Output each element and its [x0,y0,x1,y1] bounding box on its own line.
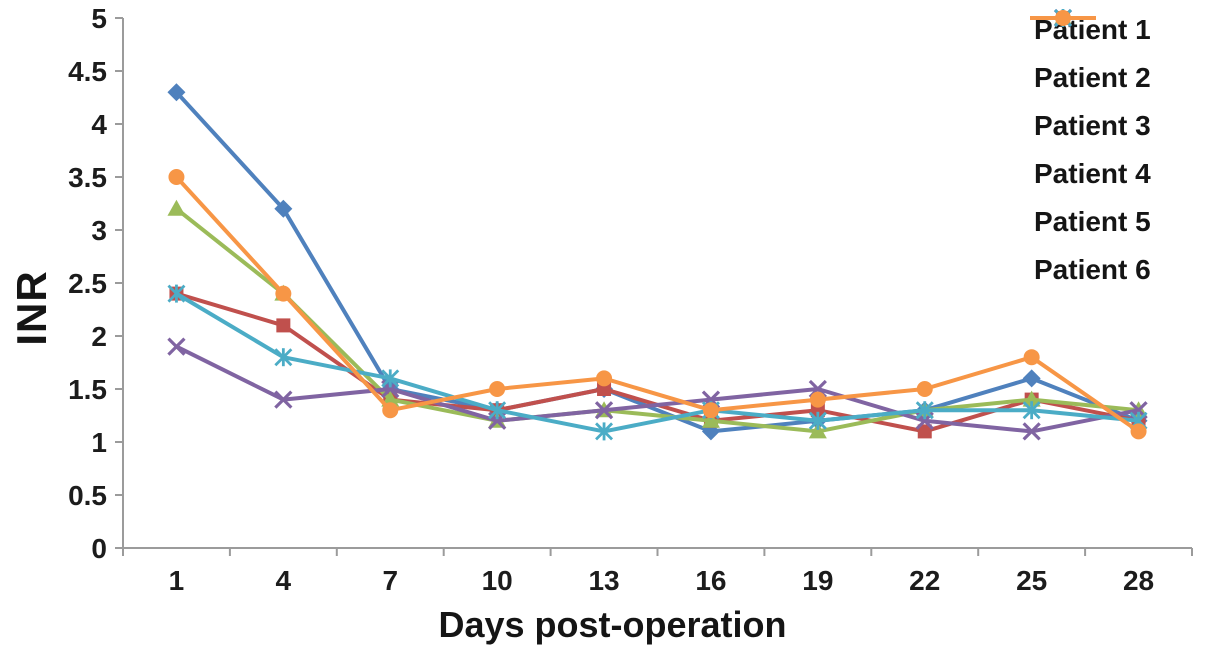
series-line [174,206,1141,434]
data-point-marker [274,390,293,409]
data-point-marker [809,391,826,408]
data-point-marker [1022,401,1041,420]
x-tick-label: 22 [909,565,940,596]
legend-label: Patient 4 [1034,158,1151,189]
data-point-marker [1022,390,1041,407]
legend-item-patient-4: Patient 4 [1028,8,1151,198]
data-point-marker [1130,423,1147,440]
legend-item-patient-2: Patient 2 [1028,11,1151,102]
data-point-marker [275,285,292,302]
data-point-marker [808,422,827,439]
data-point-marker [1022,422,1041,441]
x-axis-title: Days post-operation [438,604,787,645]
y-tick-label: 1.5 [68,374,107,405]
data-point-marker [489,381,506,397]
x-tick-label: 1 [169,565,185,596]
data-point-marker [595,422,614,441]
data-point-marker [1022,369,1041,388]
data-point-marker [1023,349,1040,366]
data-point-marker [274,348,293,367]
legend-label: Patient 2 [1034,62,1151,93]
legend-label: Patient 3 [1034,110,1151,141]
series-line [174,344,1141,434]
x-tick-label: 13 [588,565,619,596]
y-tick-label: 4.5 [68,56,107,87]
legend-label: Patient 6 [1034,254,1151,285]
y-tick-label: 0.5 [68,480,107,511]
series-line [174,175,1141,434]
data-point-marker [488,401,507,420]
y-tick-label: 3.5 [68,162,107,193]
series-patient-1 [167,83,1148,441]
data-point-marker [808,411,827,430]
y-tick-label: 1 [91,427,107,458]
data-point-marker [701,411,720,428]
data-point-marker [167,83,186,102]
legend-item-patient-5: Patient 5 [1028,9,1151,246]
y-tick-label: 2 [91,321,107,352]
data-point-marker [382,402,399,419]
data-point-marker [702,402,719,419]
data-point-marker [167,337,186,356]
x-tick-label: 19 [802,565,833,596]
y-axis-title: INR [8,270,55,346]
data-point-marker [916,381,933,397]
legend-label: Patient 5 [1034,206,1151,237]
x-tick-label: 4 [276,565,292,596]
x-tick-label: 28 [1123,565,1154,596]
legend-item-patient-6: Patient 6 [1028,10,1151,294]
circle-marker-icon [1055,10,1071,26]
data-point-marker [276,318,291,333]
data-point-marker [167,284,186,303]
legend-item-patient-3: Patient 3 [1028,9,1151,150]
x-tick-label: 25 [1016,565,1047,596]
x-tick-label: 16 [695,565,726,596]
y-tick-label: 0 [91,533,107,564]
data-point-marker [596,370,613,387]
data-point-marker [381,369,400,388]
legend: Patient 1 Patient 2 Patient 3 Patient 4 Pati… [1028,6,1151,294]
x-tick-label: 10 [482,565,513,596]
data-point-marker [167,199,186,216]
series-patient-3 [167,199,1148,439]
data-point-marker [274,199,293,218]
y-tick-label: 2.5 [68,268,107,299]
series-patient-6 [168,169,1147,440]
y-tick-label: 4 [91,109,107,140]
data-point-marker [168,169,185,185]
y-tick-label: 5 [91,3,107,34]
data-point-marker [594,401,614,420]
data-point-marker [917,424,932,439]
series-line [174,291,1141,434]
circle-legend-swatch-icon [1030,10,1096,26]
x-tick-label: 7 [382,565,398,596]
y-tick-label: 3 [91,215,107,246]
series-line [174,90,1141,434]
data-point-marker [915,401,934,420]
